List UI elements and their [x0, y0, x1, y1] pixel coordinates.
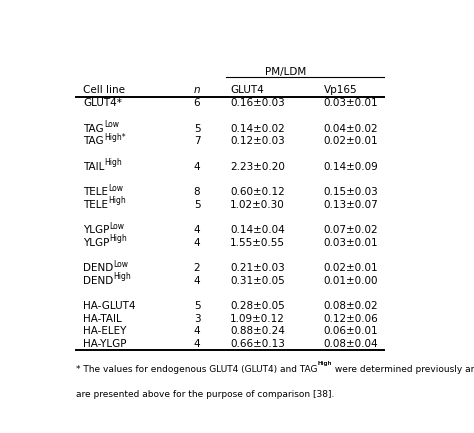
Text: DEND: DEND	[83, 263, 113, 273]
Text: 0.14±0.02: 0.14±0.02	[230, 124, 285, 134]
Text: 4: 4	[194, 225, 201, 235]
Text: 0.28±0.05: 0.28±0.05	[230, 301, 285, 311]
Text: 0.15±0.03: 0.15±0.03	[324, 187, 379, 197]
Text: Low: Low	[109, 222, 125, 231]
Text: DEND: DEND	[83, 276, 113, 286]
Text: 0.08±0.02: 0.08±0.02	[324, 301, 378, 311]
Text: High: High	[108, 196, 126, 205]
Text: are presented above for the purpose of comparison [38].: are presented above for the purpose of c…	[76, 391, 334, 399]
Text: Low: Low	[113, 260, 128, 269]
Text: 2.23±0.20: 2.23±0.20	[230, 162, 285, 171]
Text: 0.16±0.03: 0.16±0.03	[230, 98, 285, 108]
Text: were determined previously and: were determined previously and	[332, 365, 474, 375]
Text: 7: 7	[194, 136, 201, 146]
Text: 0.14±0.04: 0.14±0.04	[230, 225, 285, 235]
Text: HA-ELEY: HA-ELEY	[83, 326, 127, 336]
Text: 5: 5	[194, 301, 201, 311]
Text: Low: Low	[104, 120, 119, 129]
Text: TELE: TELE	[83, 200, 108, 210]
Text: 1.09±0.12: 1.09±0.12	[230, 313, 285, 324]
Text: 0.88±0.24: 0.88±0.24	[230, 326, 285, 336]
Text: 0.03±0.01: 0.03±0.01	[324, 98, 378, 108]
Text: TAIL: TAIL	[83, 162, 104, 171]
Text: 6: 6	[194, 98, 201, 108]
Text: GLUT4: GLUT4	[230, 85, 264, 95]
Text: 0.02±0.01: 0.02±0.01	[324, 263, 378, 273]
Text: 0.21±0.03: 0.21±0.03	[230, 263, 285, 273]
Text: 0.13±0.07: 0.13±0.07	[324, 200, 379, 210]
Text: 0.08±0.04: 0.08±0.04	[324, 339, 378, 349]
Text: 0.01±0.00: 0.01±0.00	[324, 276, 378, 286]
Text: 3: 3	[194, 313, 201, 324]
Text: 0.12±0.06: 0.12±0.06	[324, 313, 379, 324]
Text: 0.07±0.02: 0.07±0.02	[324, 225, 378, 235]
Text: TAG: TAG	[83, 136, 104, 146]
Text: * The values for endogenous GLUT4 (GLUT4) and TAG: * The values for endogenous GLUT4 (GLUT4…	[76, 365, 317, 375]
Text: GLUT4*: GLUT4*	[83, 98, 122, 108]
Text: High: High	[113, 272, 131, 281]
Text: Cell line: Cell line	[83, 85, 125, 95]
Text: 1.55±0.55: 1.55±0.55	[230, 238, 285, 248]
Text: High: High	[109, 234, 127, 243]
Text: Vp165: Vp165	[324, 85, 357, 95]
Text: PM/LDM: PM/LDM	[264, 67, 306, 77]
Text: High: High	[317, 362, 332, 366]
Text: 5: 5	[194, 124, 201, 134]
Text: 4: 4	[194, 162, 201, 171]
Text: High*: High*	[104, 133, 126, 142]
Text: 0.02±0.01: 0.02±0.01	[324, 136, 378, 146]
Text: Low: Low	[108, 184, 123, 193]
Text: High: High	[317, 362, 332, 366]
Text: High: High	[104, 158, 122, 167]
Text: HA-YLGP: HA-YLGP	[83, 339, 127, 349]
Text: 4: 4	[194, 238, 201, 248]
Text: 1.02±0.30: 1.02±0.30	[230, 200, 285, 210]
Text: YLGP: YLGP	[83, 225, 109, 235]
Text: YLGP: YLGP	[83, 238, 109, 248]
Text: 0.03±0.01: 0.03±0.01	[324, 238, 378, 248]
Text: HA-TAIL: HA-TAIL	[83, 313, 122, 324]
Text: 4: 4	[194, 339, 201, 349]
Text: TAG: TAG	[83, 124, 104, 134]
Text: HA-GLUT4: HA-GLUT4	[83, 301, 136, 311]
Text: 0.66±0.13: 0.66±0.13	[230, 339, 285, 349]
Text: 4: 4	[194, 276, 201, 286]
Text: 0.60±0.12: 0.60±0.12	[230, 187, 285, 197]
Text: 0.12±0.03: 0.12±0.03	[230, 136, 285, 146]
Text: n: n	[194, 85, 201, 95]
Text: 0.14±0.09: 0.14±0.09	[324, 162, 379, 171]
Text: 2: 2	[194, 263, 201, 273]
Text: 0.06±0.01: 0.06±0.01	[324, 326, 378, 336]
Text: 0.04±0.02: 0.04±0.02	[324, 124, 378, 134]
Text: 0.31±0.05: 0.31±0.05	[230, 276, 285, 286]
Text: TELE: TELE	[83, 187, 108, 197]
Text: 5: 5	[194, 200, 201, 210]
Text: 8: 8	[194, 187, 201, 197]
Text: 4: 4	[194, 326, 201, 336]
